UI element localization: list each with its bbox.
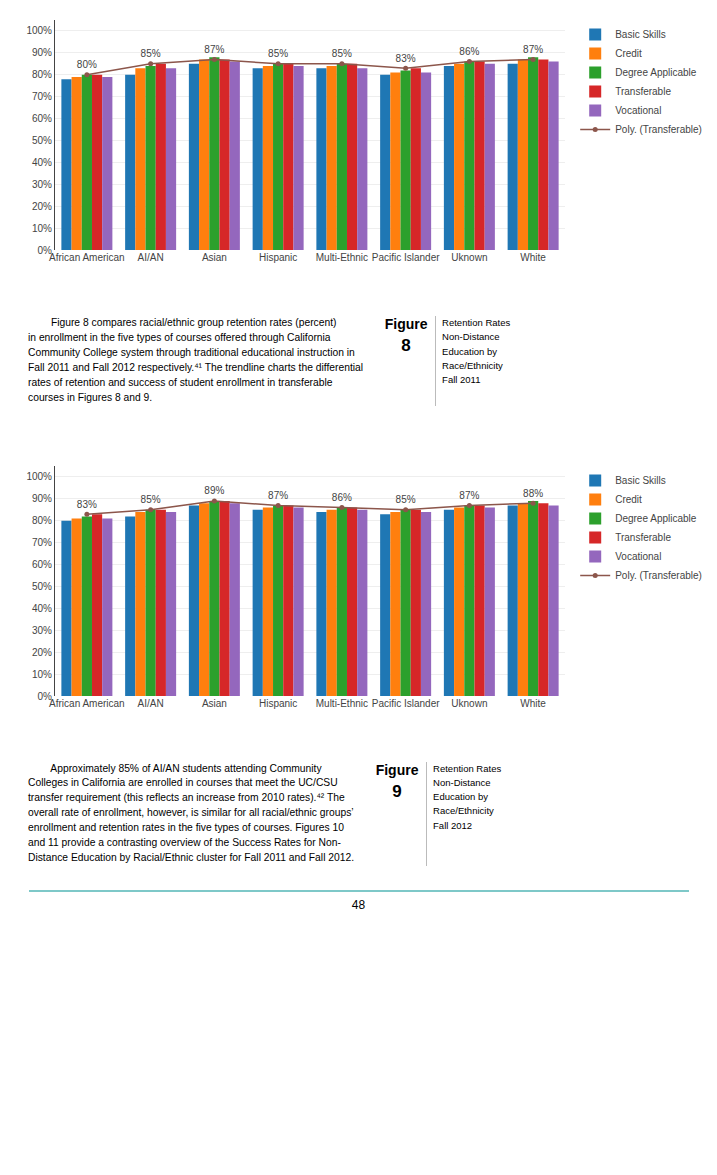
svg-text:40%: 40% bbox=[32, 602, 52, 613]
svg-text:Poly. (Transferable): Poly. (Transferable) bbox=[615, 570, 702, 581]
svg-text:60%: 60% bbox=[32, 113, 52, 124]
svg-text:85%: 85% bbox=[396, 494, 416, 505]
svg-text:0%: 0% bbox=[38, 245, 53, 256]
svg-text:Multi-Ethnic: Multi-Ethnic bbox=[316, 252, 368, 263]
html-text:Figure 8 compares racial/ethni: Figure 8 compares racial/ethnic group re… bbox=[28, 317, 364, 403]
svg-text:90%: 90% bbox=[32, 493, 52, 504]
svg-text:Basic Skills: Basic Skills bbox=[615, 29, 666, 40]
svg-text:10%: 10% bbox=[32, 223, 52, 234]
svg-text:85%: 85% bbox=[141, 48, 161, 59]
svg-text:80%: 80% bbox=[32, 515, 52, 526]
html-text:Retention Rates Non-Distance E: Retention Rates Non-Distance Education b… bbox=[433, 762, 502, 831]
svg-text:87%: 87% bbox=[268, 489, 288, 500]
svg-text:85%: 85% bbox=[141, 494, 161, 505]
svg-text:60%: 60% bbox=[32, 559, 52, 570]
svg-text:50%: 50% bbox=[32, 135, 52, 146]
svg-text:AI/AN: AI/AN bbox=[138, 252, 164, 263]
html-text:Figure: Figure bbox=[384, 316, 428, 332]
html-text:8: 8 bbox=[401, 336, 411, 355]
svg-text:87%: 87% bbox=[459, 489, 479, 500]
svg-text:90%: 90% bbox=[32, 47, 52, 58]
svg-text:20%: 20% bbox=[32, 201, 52, 212]
svg-text:20%: 20% bbox=[32, 646, 52, 657]
svg-text:10%: 10% bbox=[32, 668, 52, 679]
svg-text:African American: African American bbox=[49, 252, 125, 263]
svg-text:Multi-Ethnic: Multi-Ethnic bbox=[316, 698, 368, 709]
svg-text:Poly. (Transferable): Poly. (Transferable) bbox=[615, 124, 702, 135]
svg-text:87%: 87% bbox=[204, 44, 224, 55]
svg-text:0%: 0% bbox=[38, 690, 53, 701]
html-text:Retention Rates Non-Distance E: Retention Rates Non-Distance Education b… bbox=[442, 317, 511, 385]
svg-text:50%: 50% bbox=[32, 581, 52, 592]
svg-text:100%: 100% bbox=[26, 25, 52, 36]
svg-text:83%: 83% bbox=[77, 498, 97, 509]
svg-text:Uknown: Uknown bbox=[451, 252, 487, 263]
html-text:48: 48 bbox=[351, 898, 366, 912]
svg-text:Vocational: Vocational bbox=[615, 105, 661, 116]
svg-text:AI/AN: AI/AN bbox=[138, 698, 164, 709]
svg-text:Transferable: Transferable bbox=[615, 532, 671, 543]
svg-text:African American: African American bbox=[49, 698, 125, 709]
html-text:9: 9 bbox=[392, 781, 402, 801]
svg-text:40%: 40% bbox=[32, 157, 52, 168]
svg-text:89%: 89% bbox=[204, 485, 224, 496]
svg-text:30%: 30% bbox=[32, 179, 52, 190]
svg-text:70%: 70% bbox=[32, 537, 52, 548]
svg-text:87%: 87% bbox=[523, 44, 543, 55]
svg-text:100%: 100% bbox=[26, 471, 52, 482]
svg-text:Hispanic: Hispanic bbox=[259, 252, 297, 263]
svg-text:Degree Applicable: Degree Applicable bbox=[615, 513, 697, 524]
svg-text:White: White bbox=[520, 698, 546, 709]
svg-text:Uknown: Uknown bbox=[451, 698, 487, 709]
html-text:Approximately 85% of AI/AN stu: Approximately 85% of AI/AN students atte… bbox=[28, 762, 355, 864]
svg-text:Credit: Credit bbox=[615, 494, 642, 505]
svg-text:Asian: Asian bbox=[202, 252, 227, 263]
svg-text:Asian: Asian bbox=[202, 698, 227, 709]
svg-text:83%: 83% bbox=[396, 53, 416, 64]
svg-text:Basic Skills: Basic Skills bbox=[615, 475, 666, 486]
svg-text:Degree Applicable: Degree Applicable bbox=[615, 67, 697, 78]
svg-text:Pacific Islander: Pacific Islander bbox=[372, 698, 440, 709]
svg-text:Credit: Credit bbox=[615, 48, 642, 59]
html-text:Figure: Figure bbox=[375, 761, 419, 778]
svg-text:Hispanic: Hispanic bbox=[259, 698, 297, 709]
svg-text:88%: 88% bbox=[523, 487, 543, 498]
svg-text:Transferable: Transferable bbox=[615, 86, 671, 97]
svg-text:70%: 70% bbox=[32, 91, 52, 102]
svg-text:80%: 80% bbox=[77, 59, 97, 70]
svg-text:30%: 30% bbox=[32, 624, 52, 635]
svg-text:80%: 80% bbox=[32, 69, 52, 80]
svg-text:85%: 85% bbox=[332, 48, 352, 59]
svg-text:Pacific Islander: Pacific Islander bbox=[372, 252, 440, 263]
svg-text:86%: 86% bbox=[332, 492, 352, 503]
svg-text:Vocational: Vocational bbox=[615, 551, 661, 562]
svg-text:White: White bbox=[520, 252, 546, 263]
svg-text:85%: 85% bbox=[268, 48, 288, 59]
svg-text:86%: 86% bbox=[459, 46, 479, 57]
